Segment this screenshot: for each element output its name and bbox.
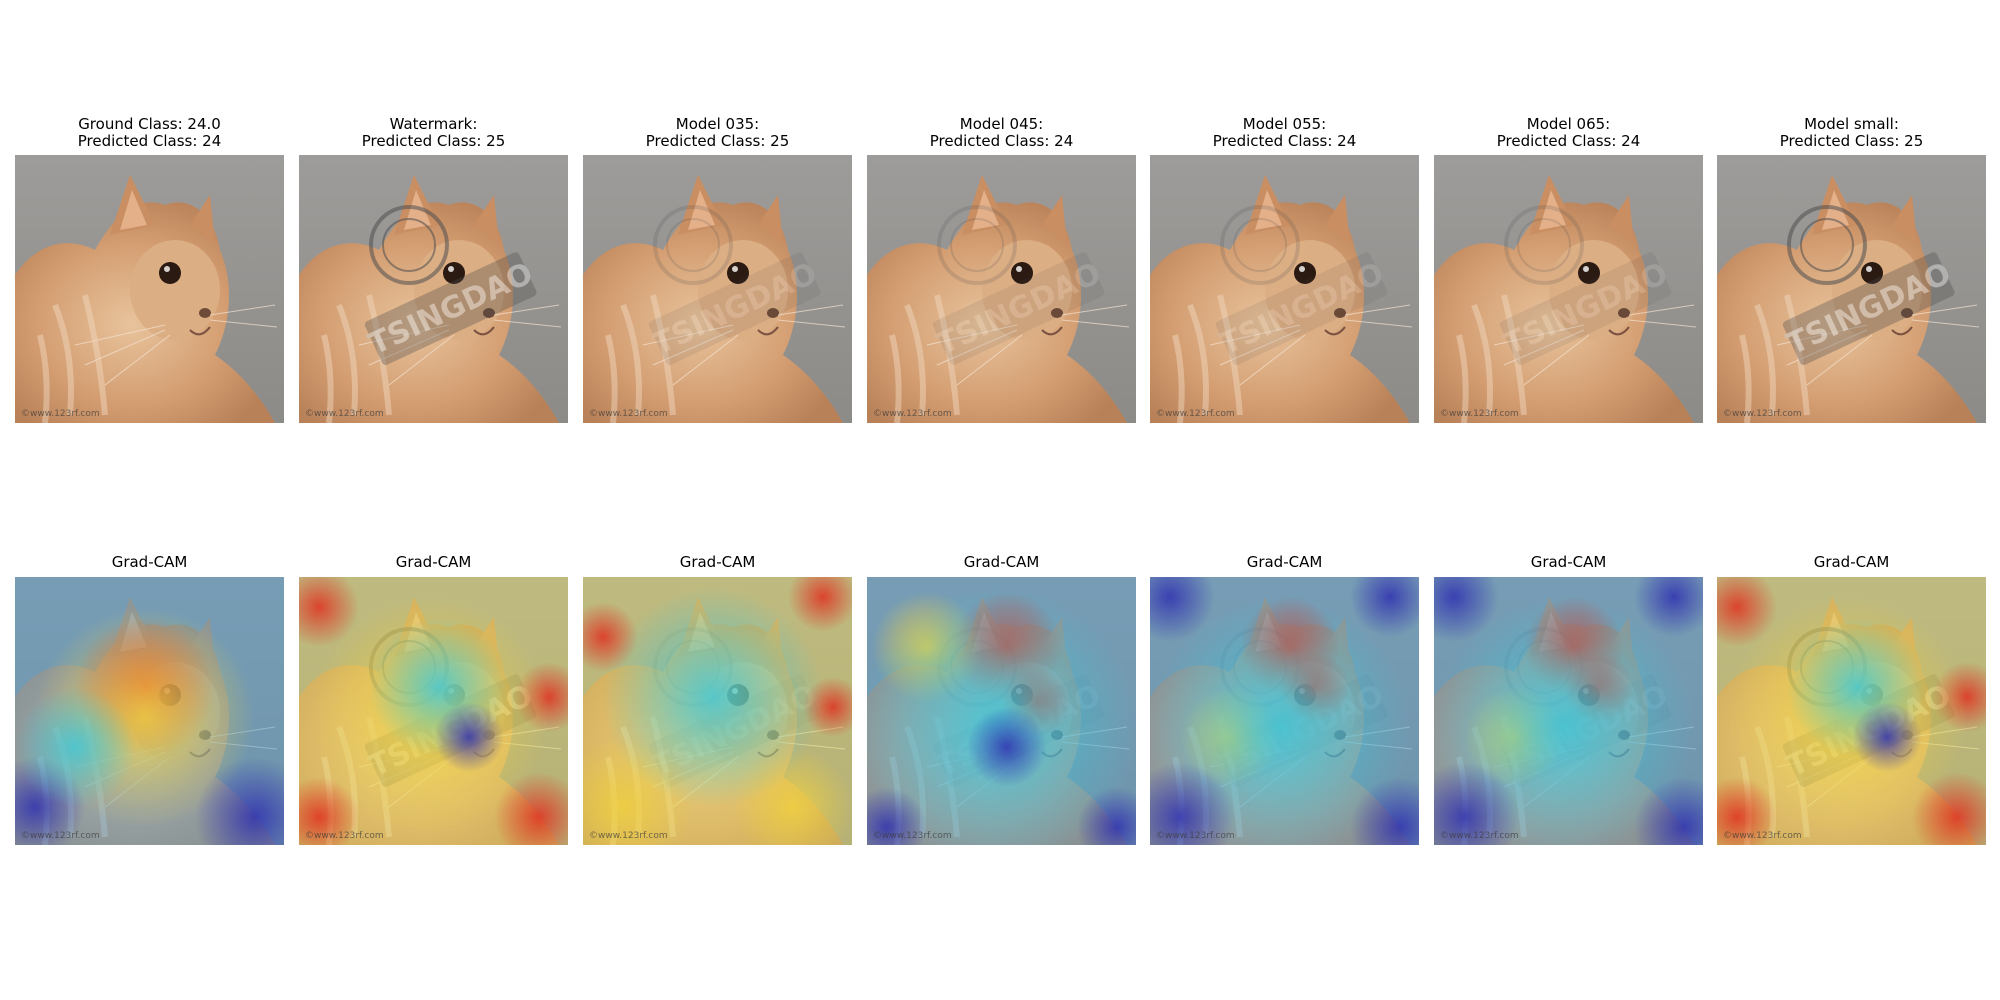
panel-title: Model 035: Predicted Class: 25 <box>583 116 852 150</box>
panel-title: Model 065: Predicted Class: 24 <box>1434 116 1703 150</box>
panel-title-line2: Predicted Class: 24 <box>1212 132 1357 150</box>
gradcam-title: Grad-CAM <box>867 554 1136 571</box>
panel-title: Model 055: Predicted Class: 24 <box>1150 116 1419 150</box>
panel-title-line1: Model 055: <box>1242 115 1327 133</box>
gradcam-title: Grad-CAM <box>1434 554 1703 571</box>
panel-title-line1: Model small: <box>1804 115 1899 133</box>
panel-title-line1: Watermark: <box>389 115 478 133</box>
cat-image: TSINGDAO ©www.123rf.com <box>583 155 852 423</box>
image-credit: ©www.123rf.com <box>589 831 668 841</box>
gradcam-title-text: Grad-CAM <box>1530 553 1607 571</box>
gradcam-title-text: Grad-CAM <box>963 553 1040 571</box>
panel-title-line1: Model 045: <box>959 115 1044 133</box>
gradcam-title: Grad-CAM <box>1717 554 1986 571</box>
gradcam-title-text: Grad-CAM <box>395 553 472 571</box>
image-credit: ©www.123rf.com <box>589 409 668 419</box>
image-credit: ©www.123rf.com <box>1156 409 1235 419</box>
image-credit: ©www.123rf.com <box>873 831 952 841</box>
gradcam-heatmap-image: ©www.123rf.com <box>15 577 284 845</box>
panel-title: Ground Class: 24.0 Predicted Class: 24 <box>15 116 284 150</box>
panel-title-line2: Predicted Class: 24 <box>1496 132 1641 150</box>
image-credit: ©www.123rf.com <box>873 409 952 419</box>
panel-title-line1: Model 065: <box>1526 115 1611 133</box>
image-credit: ©www.123rf.com <box>305 409 384 419</box>
gradcam-title-text: Grad-CAM <box>679 553 756 571</box>
image-credit: ©www.123rf.com <box>1156 831 1235 841</box>
panel-title-line1: Ground Class: 24.0 <box>78 115 221 133</box>
gradcam-heatmap-image: TSINGDAO ©www.123rf.com <box>1150 577 1419 845</box>
gradcam-title-text: Grad-CAM <box>111 553 188 571</box>
image-credit: ©www.123rf.com <box>1723 409 1802 419</box>
panel-title-line2: Predicted Class: 24 <box>929 132 1074 150</box>
gradcam-title-text: Grad-CAM <box>1813 553 1890 571</box>
gradcam-heatmap-image: TSINGDAO ©www.123rf.com <box>1717 577 1986 845</box>
cat-image: ©www.123rf.com <box>15 155 284 423</box>
gradcam-heatmap-image: TSINGDAO ©www.123rf.com <box>1434 577 1703 845</box>
image-credit: ©www.123rf.com <box>1440 409 1519 419</box>
gradcam-title: Grad-CAM <box>1150 554 1419 571</box>
image-credit: ©www.123rf.com <box>21 409 100 419</box>
cat-image: TSINGDAO ©www.123rf.com <box>1150 155 1419 423</box>
gradcam-heatmap-image: TSINGDAO ©www.123rf.com <box>867 577 1136 845</box>
panel-title: Watermark: Predicted Class: 25 <box>299 116 568 150</box>
panel-title-line2: Predicted Class: 25 <box>645 132 790 150</box>
gradcam-title: Grad-CAM <box>15 554 284 571</box>
panel-title-line2: Predicted Class: 25 <box>1779 132 1924 150</box>
image-credit: ©www.123rf.com <box>305 831 384 841</box>
gradcam-title: Grad-CAM <box>583 554 852 571</box>
image-credit: ©www.123rf.com <box>1723 831 1802 841</box>
gradcam-heatmap-image: TSINGDAO ©www.123rf.com <box>583 577 852 845</box>
image-credit: ©www.123rf.com <box>1440 831 1519 841</box>
panel-title: Model 045: Predicted Class: 24 <box>867 116 1136 150</box>
gradcam-heatmap-image: TSINGDAO ©www.123rf.com <box>299 577 568 845</box>
cat-image: TSINGDAO ©www.123rf.com <box>1434 155 1703 423</box>
panel-title-line1: Model 035: <box>675 115 760 133</box>
panel-title: Model small: Predicted Class: 25 <box>1717 116 1986 150</box>
gradcam-title: Grad-CAM <box>299 554 568 571</box>
panel-title-line2: Predicted Class: 25 <box>361 132 506 150</box>
panel-title-line2: Predicted Class: 24 <box>77 132 222 150</box>
image-credit: ©www.123rf.com <box>21 831 100 841</box>
cat-image: TSINGDAO ©www.123rf.com <box>867 155 1136 423</box>
cat-image: TSINGDAO ©www.123rf.com <box>299 155 568 423</box>
gradcam-title-text: Grad-CAM <box>1246 553 1323 571</box>
cat-image: TSINGDAO ©www.123rf.com <box>1717 155 1986 423</box>
